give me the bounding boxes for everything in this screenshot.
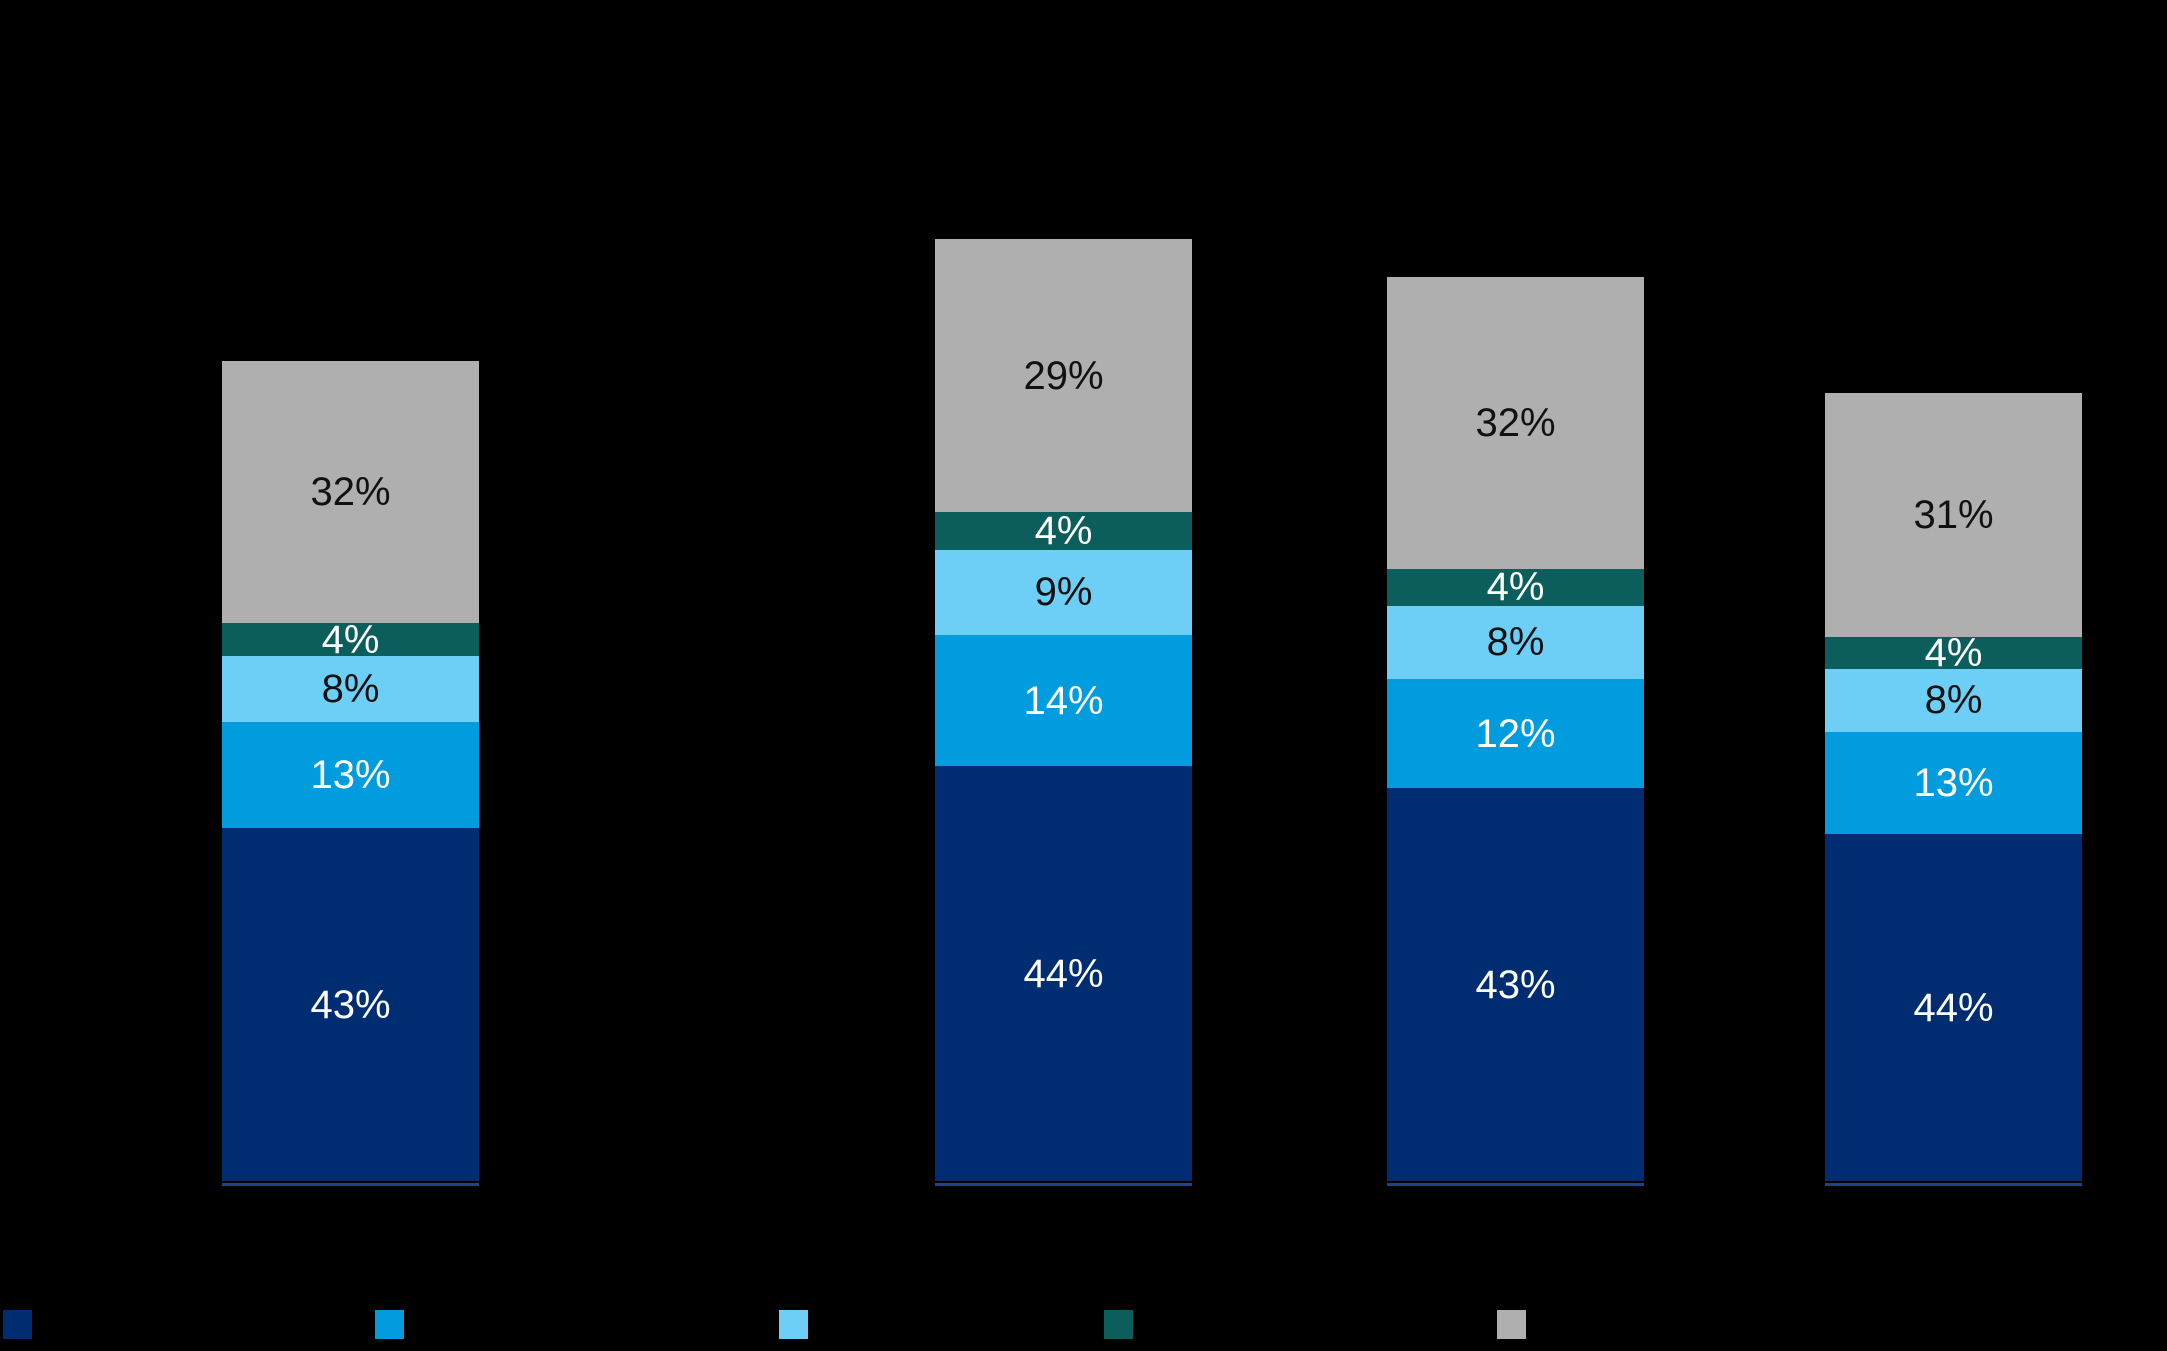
bar-3-label-medium_blue: 12% <box>1475 711 1556 756</box>
axis-baseline-bar-4 <box>1825 1183 2082 1186</box>
bar-4-segment-medium_blue: 13% <box>1825 731 2082 835</box>
bar-3-segment-dark_blue: 43% <box>1387 788 1644 1181</box>
bar-1-segment-light_blue: 8% <box>222 656 479 722</box>
axis-baseline-bar-1 <box>222 1183 479 1186</box>
bar-2-label-dark_blue: 44% <box>1023 951 1104 996</box>
bar-3-segment-medium_blue: 12% <box>1387 678 1644 789</box>
bar-1-segment-teal: 4% <box>222 620 479 660</box>
bar-3-label-dark_blue: 43% <box>1475 962 1556 1007</box>
bar-2-segment-medium_blue: 14% <box>935 634 1192 767</box>
bar-3-label-teal: 4% <box>1486 565 1545 610</box>
bar-4-segment-teal: 4% <box>1825 633 2082 673</box>
stacked-bar-bar-1: 32% 4% 8% 13% 43% <box>222 361 479 1181</box>
bar-1-segment-medium_blue: 13% <box>222 721 479 829</box>
bar-4-label-teal: 4% <box>1924 631 1983 676</box>
bar-4-label-gray: 31% <box>1913 493 1994 538</box>
legend-swatch-teal <box>1104 1310 1133 1339</box>
bar-1-segment-gray: 32% <box>222 361 479 624</box>
bar-2-segment-dark_blue: 44% <box>935 766 1192 1181</box>
legend-swatch-light_blue <box>779 1310 808 1339</box>
bar-2-label-teal: 4% <box>1034 509 1093 554</box>
stacked-bar-bar-3: 32% 4% 8% 12% 43% <box>1387 277 1644 1181</box>
bar-4-segment-dark_blue: 44% <box>1825 834 2082 1181</box>
bar-1-label-light_blue: 8% <box>321 666 380 711</box>
bar-2-segment-teal: 4% <box>935 509 1192 554</box>
bar-1-label-dark_blue: 43% <box>310 982 391 1027</box>
stacked-bar-bar-2: 29% 4% 9% 14% 44% <box>935 239 1192 1181</box>
bar-3-segment-teal: 4% <box>1387 565 1644 610</box>
bar-4-label-light_blue: 8% <box>1924 678 1983 723</box>
axis-baseline-bar-3 <box>1387 1183 1644 1186</box>
legend-swatch-dark_blue <box>3 1310 32 1339</box>
bar-4-segment-gray: 31% <box>1825 393 2082 638</box>
bar-2-segment-light_blue: 9% <box>935 549 1192 635</box>
legend-swatch-gray <box>1497 1310 1526 1339</box>
bar-1-label-teal: 4% <box>321 617 380 662</box>
axis-baseline-bar-2 <box>935 1183 1192 1186</box>
bar-2-label-light_blue: 9% <box>1034 570 1093 615</box>
bar-1-label-gray: 32% <box>310 470 391 515</box>
stacked-bar-bar-4: 31% 4% 8% 13% 44% <box>1825 393 2082 1181</box>
bar-1-label-medium_blue: 13% <box>310 753 391 798</box>
bar-4-label-medium_blue: 13% <box>1913 761 1994 806</box>
bar-1-segment-dark_blue: 43% <box>222 828 479 1181</box>
bar-3-label-light_blue: 8% <box>1486 620 1545 665</box>
bar-4-label-dark_blue: 44% <box>1913 985 1994 1030</box>
bar-2-label-gray: 29% <box>1023 353 1104 398</box>
bar-3-segment-gray: 32% <box>1387 277 1644 570</box>
bar-4-segment-light_blue: 8% <box>1825 668 2082 732</box>
bar-3-segment-light_blue: 8% <box>1387 605 1644 679</box>
bar-3-label-gray: 32% <box>1475 401 1556 446</box>
legend-swatch-medium_blue <box>375 1310 404 1339</box>
bar-2-label-medium_blue: 14% <box>1023 678 1104 723</box>
bar-2-segment-gray: 29% <box>935 239 1192 513</box>
